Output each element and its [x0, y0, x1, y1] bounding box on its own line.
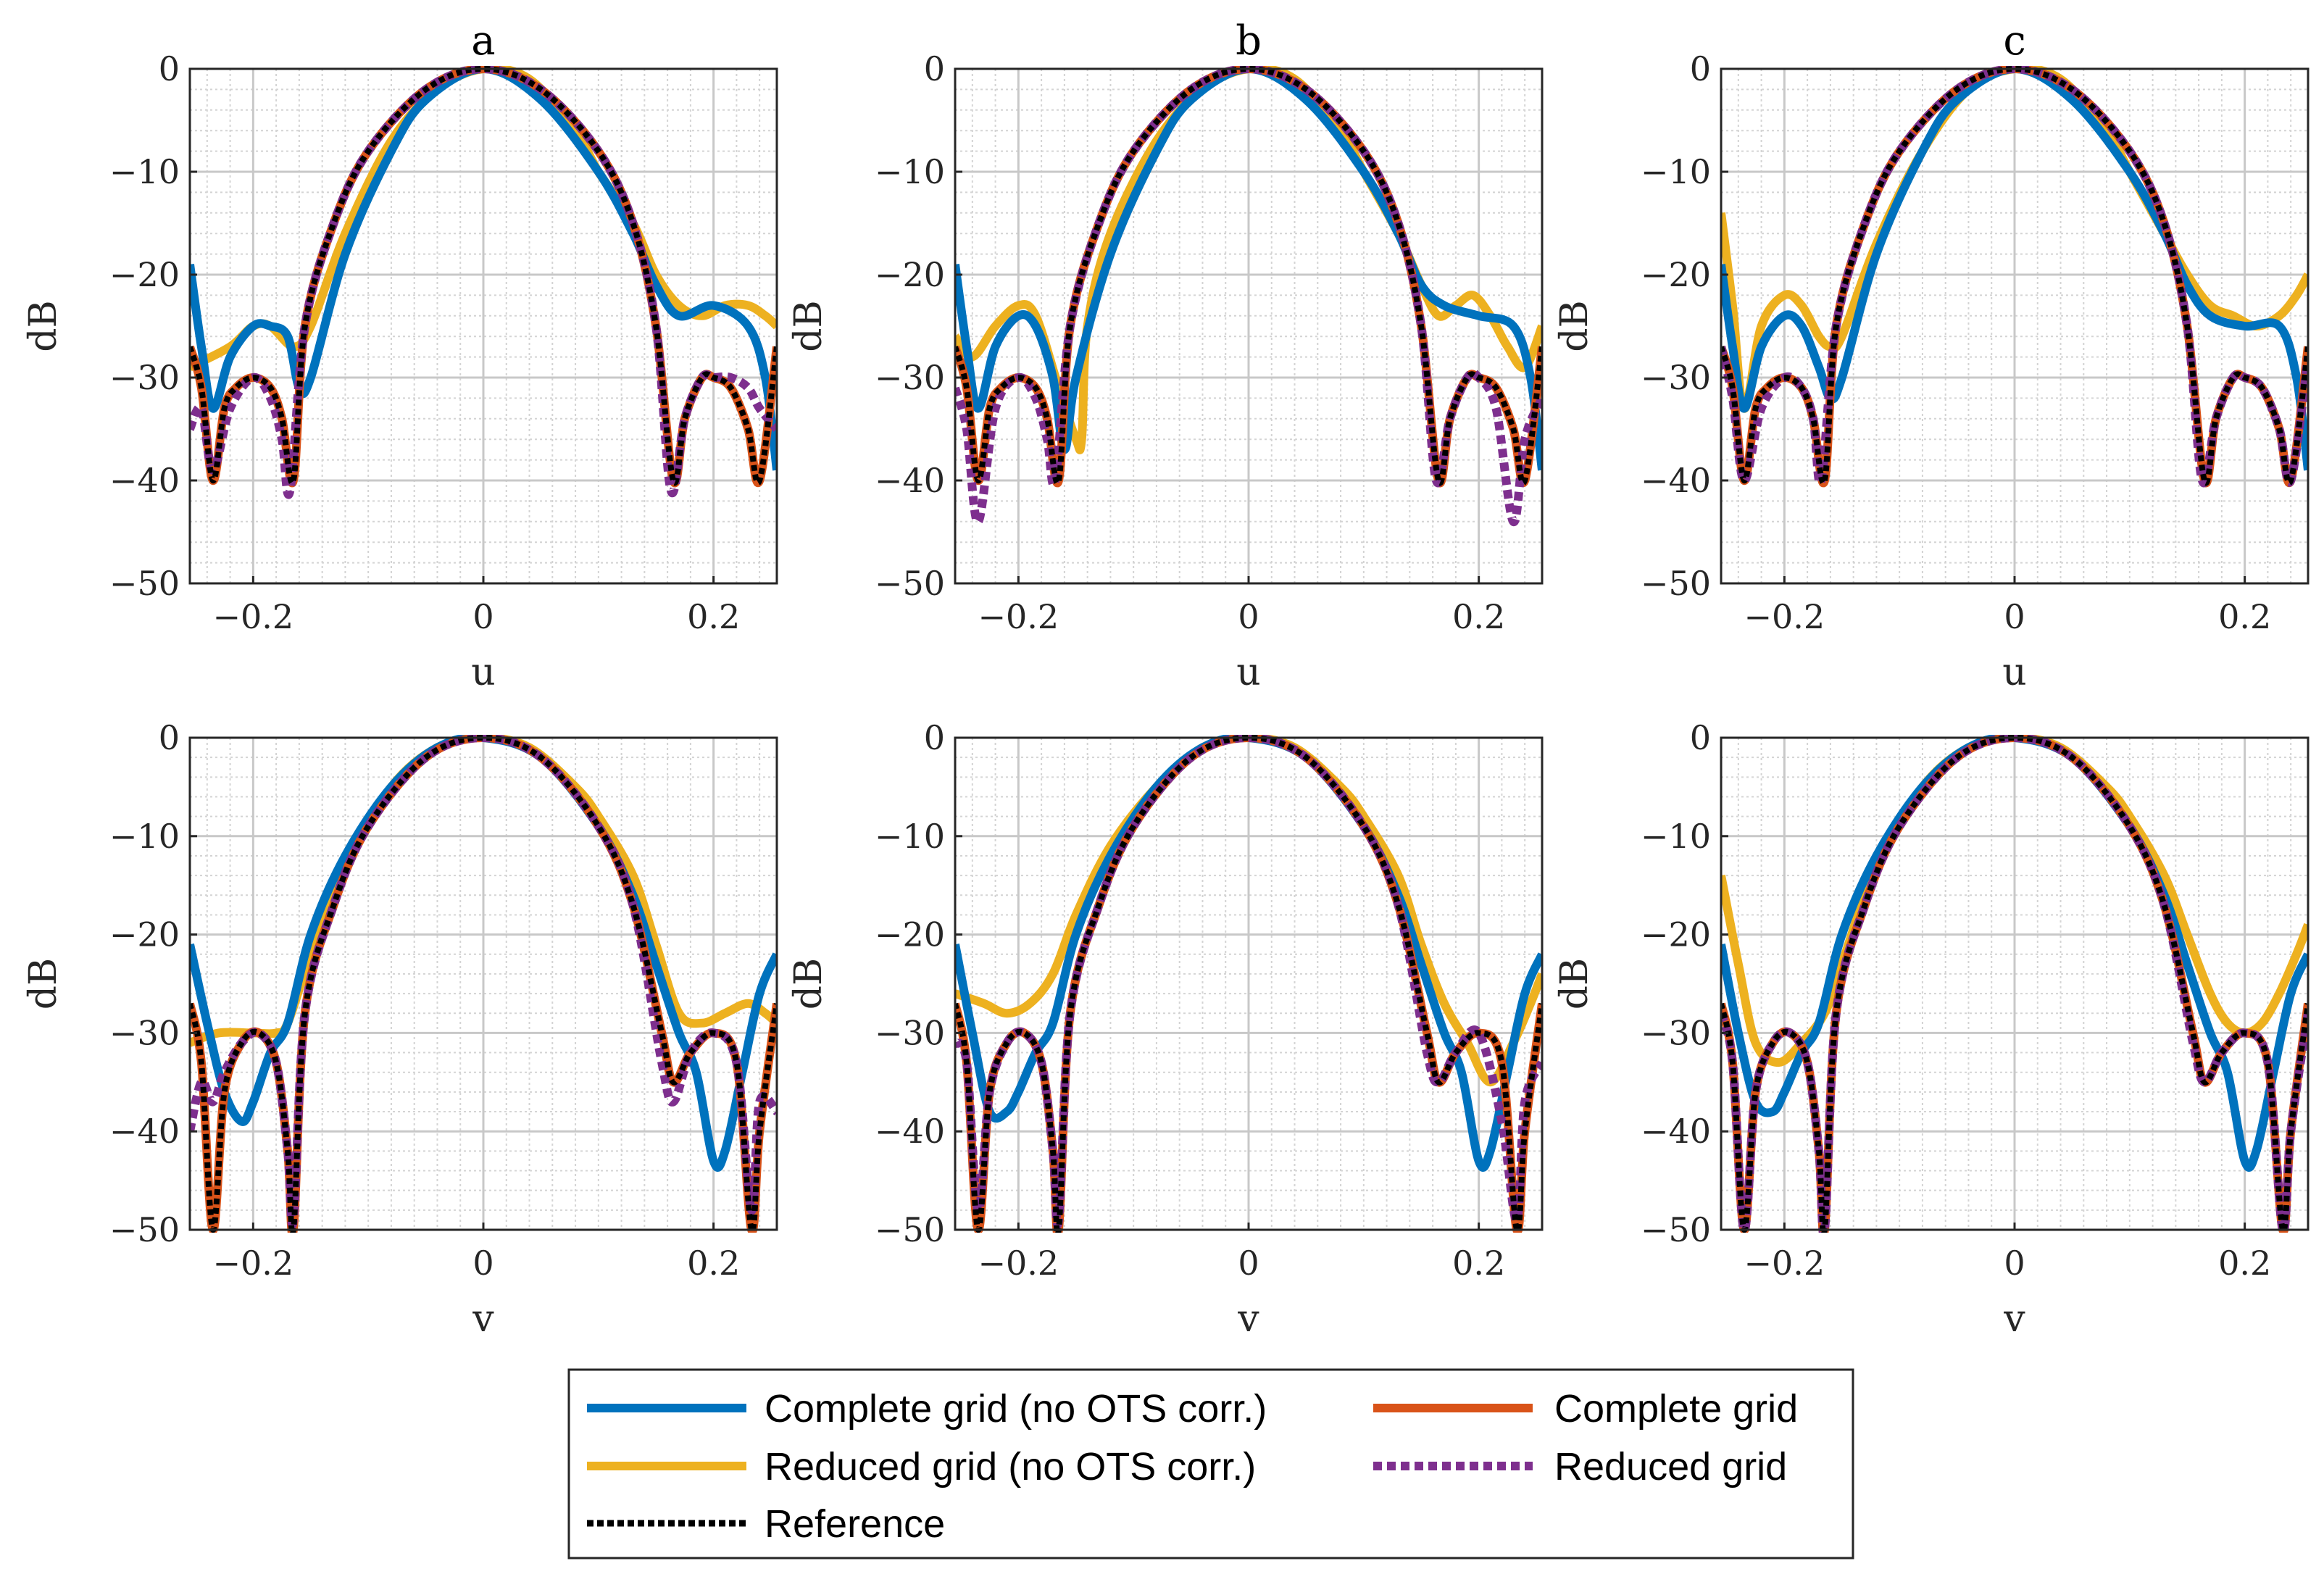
x-tick-label: 0 [472, 597, 493, 636]
x-tick-label: 0.2 [1452, 1244, 1505, 1283]
panel-title: a [471, 17, 495, 64]
legend-label-reference: Reference [765, 1502, 945, 1546]
panel-title: b [1236, 17, 1262, 64]
y-tick-label: −10 [109, 152, 180, 191]
x-tick-label: 0 [1238, 1244, 1259, 1283]
series-line-complete-grid-no-ots-corr [1721, 66, 2308, 471]
x-tick-label: 0 [2004, 1244, 2025, 1283]
y-tick-label: −40 [875, 1112, 945, 1151]
series-line-complete-grid-no-ots-corr [190, 66, 777, 471]
series-line-reference [955, 66, 1542, 486]
x-tick-label: −0.2 [1744, 1244, 1825, 1283]
y-tick-label: −20 [1641, 255, 1711, 294]
y-tick-label: 0 [924, 718, 945, 757]
y-tick-label: −10 [1641, 152, 1711, 191]
legend-label-reduced-grid: Reduced grid [1554, 1445, 1787, 1488]
y-tick-label: −10 [1641, 817, 1711, 856]
y-tick-label: −10 [109, 817, 180, 856]
chart-panel-1: 0 −10 −20 −30 −40 −50 −0.2 0 0.2 u dB a [22, 17, 778, 694]
x-tick-label: −0.2 [978, 597, 1059, 636]
series-group [1721, 735, 2308, 1233]
legend-label-reduced-grid-no-ots: Reduced grid (no OTS corr.) [765, 1445, 1256, 1488]
y-tick-label: −20 [1641, 915, 1711, 954]
panel-title: c [2003, 17, 2025, 64]
series-line-reference [190, 735, 777, 1233]
y-axis-label: dB [787, 958, 830, 1010]
y-tick-label: −30 [109, 1013, 180, 1052]
x-axis-label: u [471, 651, 496, 694]
y-tick-label: 0 [1690, 718, 1711, 757]
panels: 0 −10 −20 −30 −40 −50 −0.2 0 0.2 u dB a 0 −10 −20 −30 −4… [22, 17, 2310, 1341]
legend-box [567, 1368, 1854, 1560]
y-tick-label: −20 [875, 255, 945, 294]
legend-label-complete-grid: Complete grid [1554, 1387, 1798, 1431]
y-axis-label: dB [1553, 958, 1596, 1010]
x-tick-label: −0.2 [213, 1244, 294, 1283]
x-tick-label: 0.2 [2218, 597, 2271, 636]
x-tick-label: 0 [472, 1244, 493, 1283]
x-axis-label: u [2002, 651, 2027, 694]
y-tick-label: −30 [1641, 1013, 1711, 1052]
y-tick-label: −50 [1641, 1210, 1711, 1249]
x-tick-label: −0.2 [978, 1244, 1059, 1283]
y-tick-label: −50 [875, 564, 945, 603]
y-tick-label: −40 [1641, 461, 1711, 500]
chart-panel-3: 0 −10 −20 −30 −40 −50 −0.2 0 0.2 u dB c [1553, 17, 2310, 694]
y-tick-label: −40 [875, 461, 945, 500]
y-tick-label: 0 [924, 49, 945, 88]
y-axis-label: dB [1553, 300, 1596, 352]
series-group [190, 66, 777, 499]
y-tick-label: 0 [159, 49, 180, 88]
y-tick-label: 0 [159, 718, 180, 757]
series-line-reference [1721, 66, 2308, 486]
y-tick-label: −50 [109, 1210, 180, 1249]
y-tick-label: −30 [1641, 358, 1711, 397]
y-tick-label: −30 [875, 1013, 945, 1052]
y-tick-label: −40 [1641, 1112, 1711, 1151]
series-group [190, 735, 777, 1233]
series-line-reference [1721, 735, 2308, 1233]
x-axis-label: v [2003, 1297, 2025, 1341]
y-tick-label: −10 [875, 152, 945, 191]
series-line-reduced-grid [190, 735, 777, 1229]
series-line-reference [955, 735, 1542, 1233]
x-axis-label: v [472, 1297, 494, 1341]
y-tick-label: −40 [109, 461, 180, 500]
chart-panel-4: 0 −10 −20 −30 −40 −50 −0.2 0 0.2 v dB [22, 718, 778, 1341]
x-axis-label: v [1237, 1297, 1259, 1341]
y-tick-label: −20 [109, 255, 180, 294]
y-tick-label: −40 [109, 1112, 180, 1151]
y-tick-label: −20 [875, 915, 945, 954]
x-tick-label: 0.2 [2218, 1244, 2271, 1283]
chart-panel-2: 0 −10 −20 −30 −40 −50 −0.2 0 0.2 u dB b [787, 17, 1544, 694]
y-tick-label: −50 [875, 1210, 945, 1249]
legend: Complete grid (no OTS corr.) Complete gr… [567, 1368, 1854, 1560]
y-tick-label: −50 [1641, 564, 1711, 603]
series-line-complete-grid-no-ots-corr [955, 66, 1542, 471]
x-tick-label: 0.2 [687, 1244, 740, 1283]
x-tick-label: 0.2 [687, 597, 740, 636]
y-tick-label: −30 [875, 358, 945, 397]
x-tick-label: 0.2 [1452, 597, 1505, 636]
x-tick-label: 0 [2004, 597, 2025, 636]
series-line-reference [190, 66, 777, 486]
y-axis-label: dB [22, 300, 65, 352]
x-tick-label: −0.2 [213, 597, 294, 636]
y-tick-label: −20 [109, 915, 180, 954]
y-axis-label: dB [22, 958, 65, 1010]
y-tick-label: 0 [1690, 49, 1711, 88]
y-tick-label: −50 [109, 564, 180, 603]
x-axis-label: u [1236, 651, 1261, 694]
y-axis-label: dB [787, 300, 830, 352]
legend-label-complete-grid-no-ots: Complete grid (no OTS corr.) [765, 1387, 1267, 1431]
chart-panel-5: 0 −10 −20 −30 −40 −50 −0.2 0 0.2 v dB [787, 718, 1544, 1341]
x-tick-label: −0.2 [1744, 597, 1825, 636]
y-tick-label: −10 [875, 817, 945, 856]
x-tick-label: 0 [1238, 597, 1259, 636]
y-tick-label: −30 [109, 358, 180, 397]
chart-panel-6: 0 −10 −20 −30 −40 −50 −0.2 0 0.2 v dB [1553, 718, 2310, 1341]
